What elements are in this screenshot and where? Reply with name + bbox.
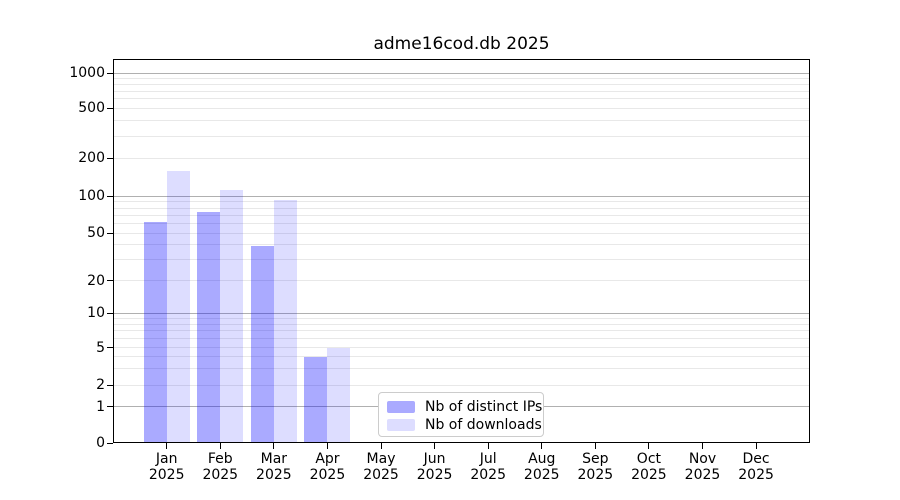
chart-title: adme16cod.db 2025 xyxy=(373,34,550,54)
bar-distinct-ips-apr xyxy=(304,356,328,443)
gridline-800 xyxy=(113,83,810,85)
x-tick-jun xyxy=(434,443,436,449)
gridline-9 xyxy=(113,317,810,319)
x-tick-label-nov: Nov 2025 xyxy=(684,451,721,483)
gridline-70 xyxy=(113,214,810,216)
gridline-10 xyxy=(113,312,810,314)
gridline-3 xyxy=(113,368,810,370)
gridline-20 xyxy=(113,280,810,282)
bar-distinct-ips-mar xyxy=(250,246,274,443)
bar-distinct-ips-feb xyxy=(197,211,221,443)
y-tick-label-1000: 1000 xyxy=(69,65,105,82)
legend-label-distinct-ips: Nb of distinct IPs xyxy=(425,399,543,415)
legend: Nb of distinct IPs Nb of downloads xyxy=(378,392,544,437)
gridline-600 xyxy=(113,98,810,100)
gridline-5 xyxy=(113,347,810,349)
gridline-60 xyxy=(113,223,810,225)
x-tick-label-jan: Jan 2025 xyxy=(148,451,185,483)
bar-distinct-ips-jan xyxy=(143,221,167,443)
y-tick-label-50: 50 xyxy=(87,225,105,242)
gridline-50 xyxy=(113,232,810,234)
gridline-6 xyxy=(113,338,810,340)
gridline-500 xyxy=(113,107,810,109)
gridline-8 xyxy=(113,323,810,325)
x-tick-label-aug: Aug 2025 xyxy=(523,451,560,483)
y-tick-label-2: 2 xyxy=(96,377,105,394)
gridline-2 xyxy=(113,384,810,386)
y-tick-0 xyxy=(107,442,113,444)
y-tick-1 xyxy=(107,406,113,408)
x-tick-label-apr: Apr 2025 xyxy=(309,451,346,483)
x-tick-label-mar: Mar 2025 xyxy=(256,451,292,483)
gridline-40 xyxy=(113,244,810,246)
y-tick-1000 xyxy=(107,72,113,74)
legend-item-distinct-ips: Nb of distinct IPs xyxy=(387,398,542,416)
x-tick-label-jun: Jun 2025 xyxy=(416,451,453,483)
y-tick-50 xyxy=(107,232,113,234)
x-tick-jul xyxy=(487,443,489,449)
x-tick-jan xyxy=(166,443,168,449)
gridline-4 xyxy=(113,356,810,358)
x-tick-label-oct: Oct 2025 xyxy=(631,451,667,483)
x-tick-apr xyxy=(326,443,328,449)
y-tick-label-500: 500 xyxy=(78,100,105,117)
gridline-1000 xyxy=(113,72,810,74)
gridline-700 xyxy=(113,90,810,92)
legend-label-downloads: Nb of downloads xyxy=(425,417,542,433)
y-tick-10 xyxy=(107,312,113,314)
y-tick-20 xyxy=(107,280,113,282)
x-tick-oct xyxy=(648,443,650,449)
y-tick-label-20: 20 xyxy=(87,272,105,289)
y-tick-100 xyxy=(107,195,113,197)
legend-swatch-downloads xyxy=(387,419,415,431)
x-tick-label-feb: Feb 2025 xyxy=(202,451,239,483)
y-tick-5 xyxy=(107,347,113,349)
x-tick-sep xyxy=(594,443,596,449)
gridline-400 xyxy=(113,119,810,121)
gridline-90 xyxy=(113,201,810,203)
gridline-100 xyxy=(113,195,810,197)
bar-downloads-apr xyxy=(327,347,351,443)
y-tick-label-200: 200 xyxy=(78,150,105,167)
bar-downloads-jan xyxy=(166,170,190,443)
x-tick-aug xyxy=(541,443,543,449)
legend-item-downloads: Nb of downloads xyxy=(387,416,542,434)
x-tick-feb xyxy=(219,443,221,449)
y-tick-500 xyxy=(107,107,113,109)
x-tick-label-jul: Jul 2025 xyxy=(470,451,506,483)
x-tick-dec xyxy=(755,443,757,449)
bar-downloads-mar xyxy=(273,200,297,443)
x-tick-may xyxy=(380,443,382,449)
y-tick-200 xyxy=(107,157,113,159)
y-tick-label-100: 100 xyxy=(78,188,105,205)
x-tick-nov xyxy=(702,443,703,449)
x-tick-mar xyxy=(273,443,275,449)
x-tick-label-may: May 2025 xyxy=(363,451,399,483)
gridline-200 xyxy=(113,157,810,159)
y-tick-label-0: 0 xyxy=(96,435,105,451)
bar-downloads-feb xyxy=(220,189,244,443)
gridline-80 xyxy=(113,207,810,209)
gridline-7 xyxy=(113,330,810,332)
x-tick-label-dec: Dec 2025 xyxy=(738,451,774,483)
gridline-900 xyxy=(113,78,810,80)
y-tick-label-10: 10 xyxy=(87,305,105,322)
plot-area xyxy=(113,59,810,443)
gridline-300 xyxy=(113,135,810,137)
x-tick-label-sep: Sep 2025 xyxy=(577,451,614,483)
y-tick-label-1: 1 xyxy=(96,398,105,415)
y-tick-2 xyxy=(107,384,113,386)
gridline-30 xyxy=(113,259,810,261)
legend-swatch-distinct-ips xyxy=(387,401,415,413)
y-tick-label-5: 5 xyxy=(96,339,105,356)
